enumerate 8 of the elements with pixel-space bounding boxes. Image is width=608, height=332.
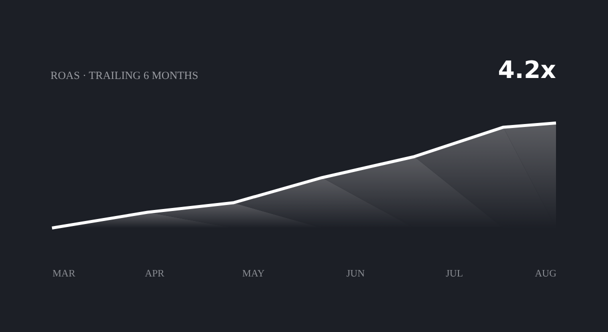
x-tick-label: AUG	[534, 268, 556, 280]
x-tick-label: JUL	[446, 268, 463, 280]
x-tick-label: APR	[144, 268, 165, 280]
chart-title: ROAS · TRAILING 6 MONTHS	[50, 70, 198, 82]
x-tick-label: MAR	[52, 268, 76, 280]
x-tick-label: JUN	[346, 268, 365, 280]
x-tick-label: MAY	[242, 268, 265, 280]
text: 4.2x	[498, 56, 557, 84]
